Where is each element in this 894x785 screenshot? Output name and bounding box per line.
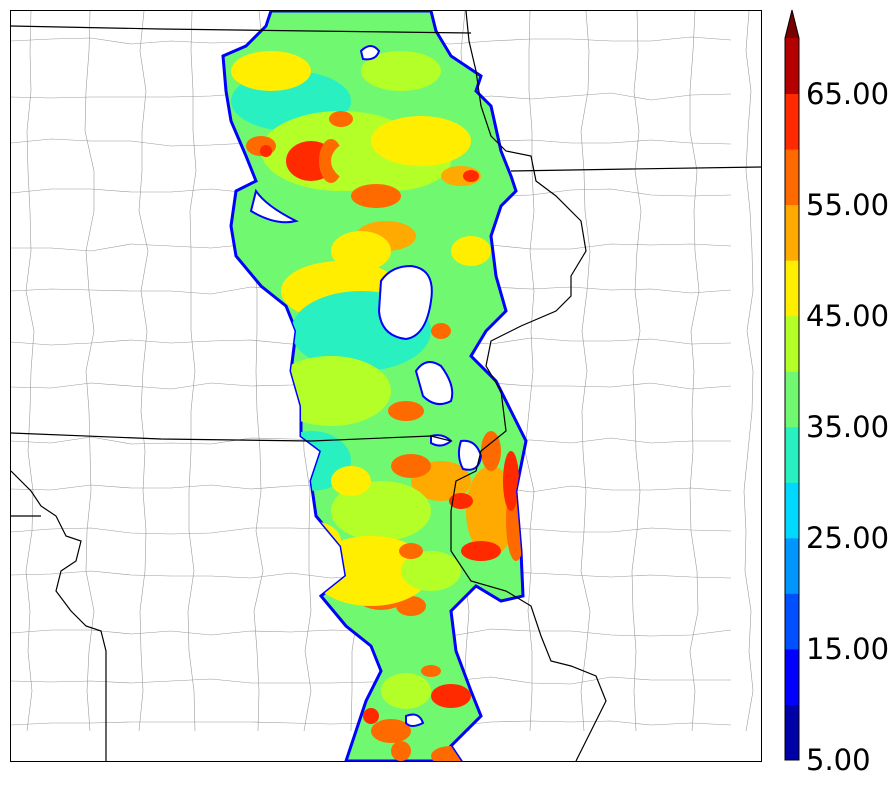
field-contour-blob [503,451,519,511]
colorbar-segment [785,648,799,705]
field-contour-blob [363,708,379,724]
field-contour-blob [329,111,353,127]
field-contour-blob [431,323,451,339]
colorbar-tick-label: 65.00 [806,76,890,111]
colorbar-tick-label: 15.00 [806,631,890,666]
field-contour-blob [401,551,461,591]
field-contour-blob [371,116,471,166]
field-contour-blob [388,401,424,421]
field-contour-blob [431,684,471,708]
field-contour-blob [451,236,491,266]
field-contour-blob [391,741,411,761]
colorbar-tick-label: 45.00 [806,298,890,333]
field-contour-blob [461,541,501,561]
colorbar-segment [785,704,799,761]
field-contour-blob [271,356,391,426]
colorbar-segment [785,93,799,150]
colorbar-segment [785,315,799,372]
colorbar-tick-label: 35.00 [806,409,890,444]
field-contour-blob [399,543,423,559]
colorbar-segment [785,426,799,483]
colorbar-segment [785,371,799,428]
field-contour-blob [231,51,311,91]
map-panel [10,10,762,762]
colorbar [784,9,800,761]
colorbar-segment [785,149,799,206]
field-contour-blob [331,231,391,271]
field-contour-blob [331,481,431,541]
field-contour-blob [351,184,401,208]
field-contour-blob [260,145,272,157]
colorbar-extend-arrow [785,10,799,38]
field-contour-blob [361,51,441,91]
colorbar-segment [785,38,799,95]
colorbar-segment [785,482,799,539]
field-contour-blob [391,454,431,478]
colorbar-segment [785,537,799,594]
field-contour-blob [421,665,441,677]
colorbar-tick-label: 25.00 [806,520,890,555]
field-contour-blob [449,493,473,509]
field-band [221,11,528,761]
colorbar-segment [785,260,799,317]
field-contour-blob [481,431,501,471]
colorbar-segment [785,204,799,261]
field-contour-blob [381,673,431,709]
field-contour-blob [331,466,371,496]
colorbar-tick-label: 5.00 [806,743,871,777]
field-contour-blob [396,596,426,616]
colorbar-tick-label: 55.00 [806,187,890,222]
field-contour-blob [371,719,411,743]
state-boundaries [11,11,761,761]
field-contour-blob [463,170,479,182]
field-contour-blob [281,521,341,561]
colorbar-segment [785,593,799,650]
